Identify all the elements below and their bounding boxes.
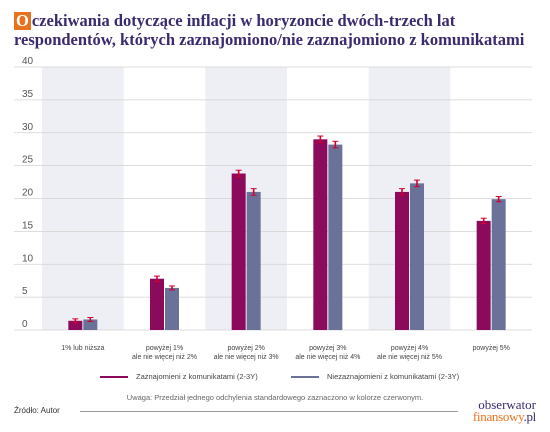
x-tick-label: ale nie więcej niż 3% <box>214 354 279 361</box>
x-tick-label: powyżej 2% <box>227 345 264 352</box>
x-tick-label: ale nie więcej niż 5% <box>377 354 442 361</box>
legend-swatch-series1 <box>100 375 128 378</box>
logo-line1: obserwator <box>478 397 536 412</box>
bar <box>491 199 506 330</box>
bar-chart: 0 5 10 15 20 25 30 35 40 1% lub niższa powyżej 1% a… <box>14 56 532 361</box>
bar <box>165 287 179 330</box>
x-tick-label: powyżej 1% <box>146 345 183 352</box>
source-label: Źródło: Autor <box>14 406 60 415</box>
title-initial: O <box>14 11 31 30</box>
x-tick-label: powyżej 5% <box>472 345 509 352</box>
bar <box>231 173 246 330</box>
chart-note: Uwaga: Przedział jednego odchylenia stan… <box>126 393 424 402</box>
bar <box>150 278 164 330</box>
x-tick-label: ale nie więcej niż 2% <box>132 354 197 361</box>
bar <box>313 139 328 330</box>
y-tick-label: 25 <box>22 155 34 166</box>
bar <box>68 320 83 330</box>
bar <box>410 183 424 330</box>
y-tick-label: 30 <box>22 122 34 133</box>
y-tick-label: 15 <box>22 220 34 231</box>
bar <box>246 191 261 330</box>
legend-label-series2: Niezaznajomieni z komunikatami (2-3Y) <box>327 372 460 381</box>
logo-line2-main: finansowy <box>472 409 524 424</box>
legend-label-series1: Zaznajomieni z komunikatami (2-3Y) <box>136 372 258 381</box>
chart-legend: Zaznajomieni z komunikatami (2-3Y) Nieza… <box>0 372 550 386</box>
x-tick-label: ale nie więcej niż 4% <box>295 354 360 361</box>
bar <box>395 191 409 330</box>
title-text: czekiwania dotyczące inflacji w horyzonc… <box>14 11 525 49</box>
bar <box>476 220 491 330</box>
footer-divider <box>80 411 458 412</box>
logo-line2: finansowy.pl <box>456 409 537 424</box>
y-tick-label: 5 <box>22 286 28 297</box>
logo-line2-suffix: .pl <box>523 409 537 424</box>
x-tick-label: powyżej 4% <box>391 345 428 352</box>
legend-item-series2: Niezaznajomieni z komunikatami (2-3Y) <box>291 372 459 381</box>
x-tick-label: powyżej 3% <box>309 345 346 352</box>
y-tick-label: 35 <box>22 89 34 100</box>
legend-item-series1: Zaznajomieni z komunikatami (2-3Y) <box>100 372 258 381</box>
bar <box>328 144 343 330</box>
bar <box>83 319 98 330</box>
y-tick-label: 0 <box>22 319 28 330</box>
x-tick-label: 1% lub niższa <box>61 345 104 352</box>
y-tick-label: 10 <box>22 253 34 264</box>
y-tick-label: 40 <box>22 56 34 67</box>
y-tick-label: 20 <box>22 188 34 199</box>
legend-swatch-series2 <box>291 375 319 378</box>
brand-logo: obserwator finansowy.pl <box>456 397 537 424</box>
